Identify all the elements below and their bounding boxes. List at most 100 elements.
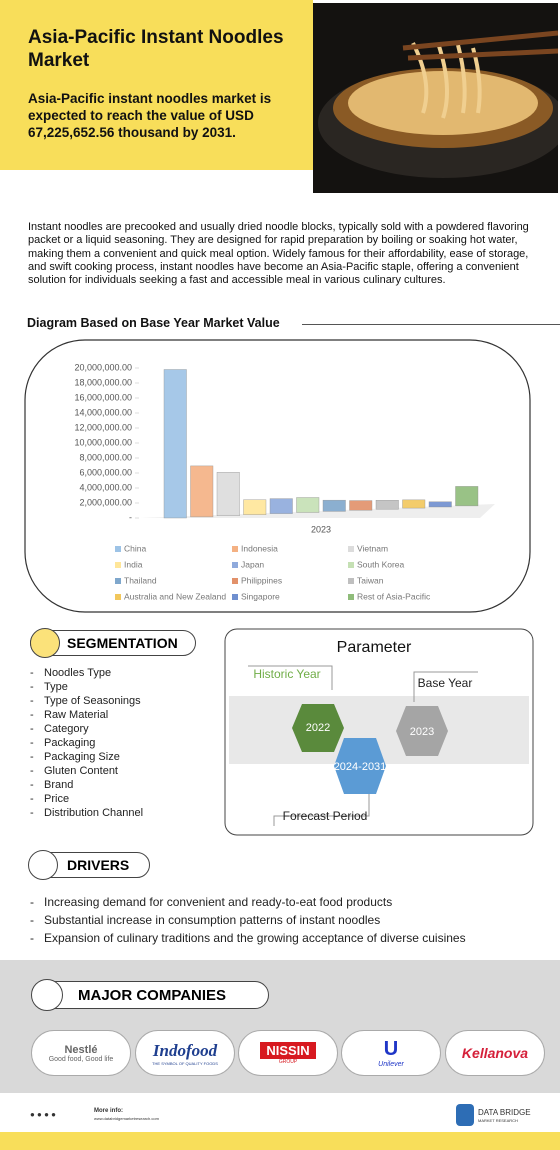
footer-band: [0, 1132, 560, 1150]
logo: Kellanova: [445, 1030, 545, 1076]
list-item: Type: [30, 680, 143, 694]
legend-label: Taiwan: [357, 575, 384, 585]
legend-label: Indonesia: [241, 543, 278, 553]
legend-swatch: [348, 578, 354, 584]
y-tick-label: 20,000,000.00: [74, 362, 132, 372]
chart-title: Diagram Based on Base Year Market Value: [27, 316, 280, 330]
y-tick-label: 8,000,000.00: [79, 452, 132, 462]
bar: [269, 498, 293, 514]
list-item: Gluten Content: [30, 764, 143, 778]
legend-label: Rest of Asia-Pacific: [357, 591, 431, 601]
logo-mark: U: [383, 1038, 399, 1060]
segmentation-list: Noodles TypeTypeType of SeasoningsRaw Ma…: [30, 666, 143, 820]
list-item: Category: [30, 722, 143, 736]
list-item: Noodles Type: [30, 666, 143, 680]
brand-mark: [456, 1104, 474, 1126]
forecast-label: Forecast Period: [283, 809, 368, 823]
bar: [322, 499, 346, 512]
legend-label: Australia and New Zealand: [124, 591, 226, 601]
y-tick-label: 12,000,000.00: [74, 422, 132, 432]
bar: [163, 369, 187, 519]
list-item: Packaging: [30, 736, 143, 750]
logo-tag: Good food, Good life: [48, 1055, 114, 1063]
list-item: Distribution Channel: [30, 806, 143, 820]
title: Asia-Pacific Instant Noodles Market: [28, 27, 284, 71]
description: Instant noodles are precooked and usuall…: [28, 221, 529, 287]
list-item: Increasing demand for convenient and rea…: [30, 893, 466, 911]
legend-label: Philippines: [241, 575, 282, 585]
legend-swatch: [232, 594, 238, 600]
y-tick-label: 4,000,000.00: [79, 482, 132, 492]
bar: [216, 472, 240, 517]
bar: [243, 499, 267, 515]
logo-text: Kellanova: [461, 1045, 529, 1061]
y-tick-label: 2,000,000.00: [79, 497, 132, 507]
bar: [296, 497, 320, 513]
legend-label: Singapore: [241, 591, 280, 601]
base-label: Base Year: [418, 676, 473, 690]
legend-swatch: [115, 562, 121, 568]
header-band: [0, 0, 313, 170]
legend-label: Japan: [241, 559, 264, 569]
legend-label: Thailand: [124, 575, 157, 585]
logo: Nestlé Good food, Good life: [31, 1030, 131, 1076]
bar: [402, 499, 426, 509]
social-icons: ● ● ● ●: [30, 1110, 56, 1119]
hero-image: [313, 3, 558, 193]
logo-text: Unilever: [378, 1061, 404, 1068]
section-title: SEGMENTATION: [67, 635, 178, 651]
legend-label: Vietnam: [357, 543, 388, 553]
legend-label: South Korea: [357, 559, 405, 569]
historic-label: Historic Year: [253, 667, 320, 681]
bar: [349, 500, 373, 511]
legend-label: China: [124, 543, 146, 553]
base-year: 2023: [410, 726, 434, 738]
chart-frame: [24, 339, 531, 613]
section-title: MAJOR COMPANIES: [78, 986, 227, 1004]
rule: [302, 324, 560, 325]
legend-swatch: [115, 594, 121, 600]
logo-tag: GROUP: [278, 1058, 298, 1065]
legend-swatch: [115, 546, 121, 552]
url: www.databridgemarketresearch.com: [94, 1116, 159, 1121]
logo-text: Nestlé: [64, 1043, 98, 1056]
list-item: Raw Material: [30, 708, 143, 722]
list-item: Substantial increase in consumption patt…: [30, 911, 466, 929]
x-tick-label: 2023: [311, 524, 331, 534]
drivers-list: Increasing demand for convenient and rea…: [30, 893, 466, 947]
parameter-panel: Parameter Historic Year Base Year Foreca…: [224, 628, 534, 836]
legend-swatch: [115, 578, 121, 584]
y-tick-label: 6,000,000.00: [79, 467, 132, 477]
icon: [30, 628, 60, 658]
logo-tag: THE SYMBOL OF QUALITY FOODS: [152, 1060, 218, 1066]
list-item: Packaging Size: [30, 750, 143, 764]
logo-text: Indofood: [152, 1040, 218, 1060]
parameter-title: Parameter: [337, 639, 412, 656]
bar: [455, 486, 479, 507]
legend-swatch: [348, 546, 354, 552]
logo: Indofood THE SYMBOL OF QUALITY FOODS: [135, 1030, 235, 1076]
bar: [375, 499, 399, 510]
bar: [190, 465, 214, 518]
logo: NISSIN GROUP: [238, 1030, 338, 1076]
brand: DATA BRIDGE: [478, 1108, 531, 1117]
companies-pill: MAJOR COMPANIES: [33, 981, 269, 1009]
y-tick-label: 14,000,000.00: [74, 407, 132, 417]
brand-tag: MARKET RESEARCH: [478, 1118, 518, 1123]
chart: - 2,000,000.00 4,000,000.00 6,000,000.00 8,0…: [24, 339, 531, 613]
subtitle: Asia-Pacific instant noodles market is e…: [28, 91, 272, 140]
historic-year: 2022: [306, 722, 330, 734]
list-item: Price: [30, 792, 143, 806]
bar: [428, 501, 452, 508]
more-info: More info:: [94, 1108, 123, 1114]
list-item: Type of Seasonings: [30, 694, 143, 708]
y-tick-label: 16,000,000.00: [74, 392, 132, 402]
legend-swatch: [348, 594, 354, 600]
icon: [31, 979, 63, 1011]
legend-swatch: [348, 562, 354, 568]
y-tick-label: -: [129, 512, 132, 522]
legend-label: India: [124, 559, 143, 569]
section-title: DRIVERS: [67, 857, 130, 873]
legend-swatch: [232, 546, 238, 552]
